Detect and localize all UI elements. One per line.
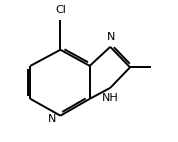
Text: NH: NH (102, 93, 119, 103)
Text: N: N (48, 114, 56, 124)
Text: Cl: Cl (55, 5, 66, 15)
Text: N: N (107, 32, 115, 42)
